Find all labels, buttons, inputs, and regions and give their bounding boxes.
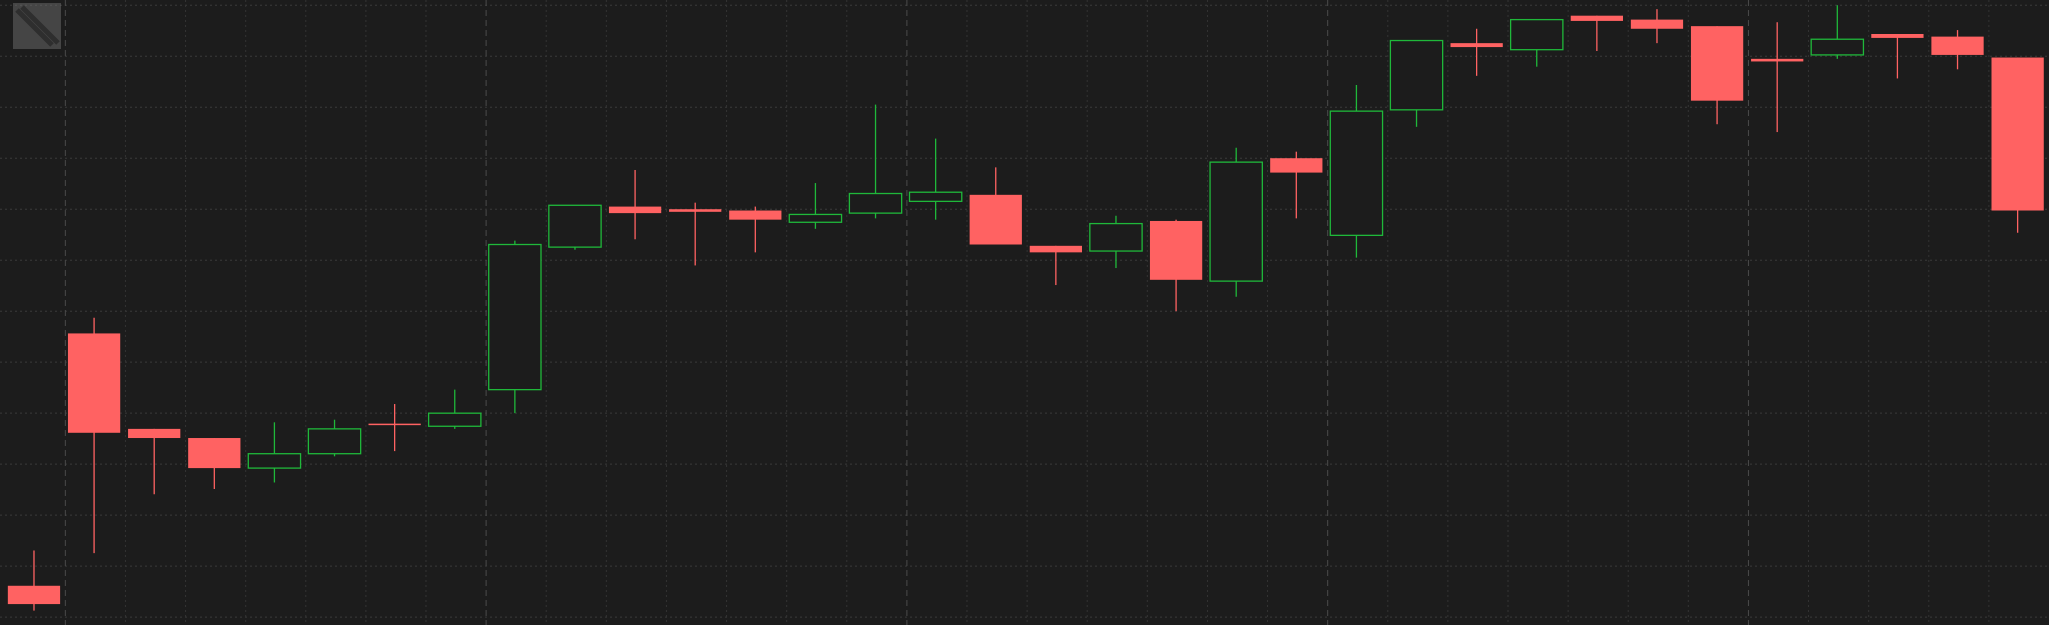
candle-body bbox=[1089, 222, 1143, 252]
candle-body bbox=[969, 194, 1022, 245]
candle-body bbox=[1450, 43, 1503, 48]
candle-body bbox=[1810, 38, 1865, 56]
candle-body bbox=[427, 412, 482, 427]
candle-body bbox=[1690, 26, 1744, 101]
candle-body bbox=[7, 585, 61, 605]
candle-body bbox=[1270, 158, 1323, 173]
candle-body bbox=[247, 453, 302, 469]
logo-stripes bbox=[15, 5, 60, 47]
candle-body bbox=[188, 438, 241, 469]
candle-body bbox=[548, 204, 602, 248]
candle-body bbox=[1570, 15, 1623, 21]
logo bbox=[13, 3, 61, 49]
candle-body bbox=[488, 243, 542, 391]
candle-body bbox=[1871, 33, 1924, 38]
candle-body bbox=[608, 206, 662, 214]
candle-body bbox=[128, 428, 181, 439]
candle-body bbox=[1751, 58, 1804, 62]
candle-body bbox=[1630, 19, 1684, 29]
candle-body bbox=[1931, 36, 1984, 55]
candles bbox=[7, 5, 2044, 611]
candle-body bbox=[307, 428, 362, 455]
logo-box bbox=[13, 3, 61, 49]
candle-body bbox=[788, 213, 843, 223]
candle-body bbox=[1389, 39, 1444, 111]
candle-body bbox=[368, 423, 421, 426]
candle-body bbox=[908, 191, 963, 203]
candle-body bbox=[1149, 220, 1203, 280]
candle-body bbox=[1991, 57, 2044, 211]
candle-body bbox=[848, 192, 903, 214]
candle-body bbox=[1029, 245, 1082, 253]
candle-body bbox=[1209, 161, 1263, 282]
candle-body bbox=[67, 333, 121, 433]
candle-body bbox=[1509, 18, 1564, 51]
candle-body bbox=[729, 210, 782, 220]
candle-body bbox=[669, 209, 722, 212]
candle-body bbox=[1329, 110, 1384, 237]
